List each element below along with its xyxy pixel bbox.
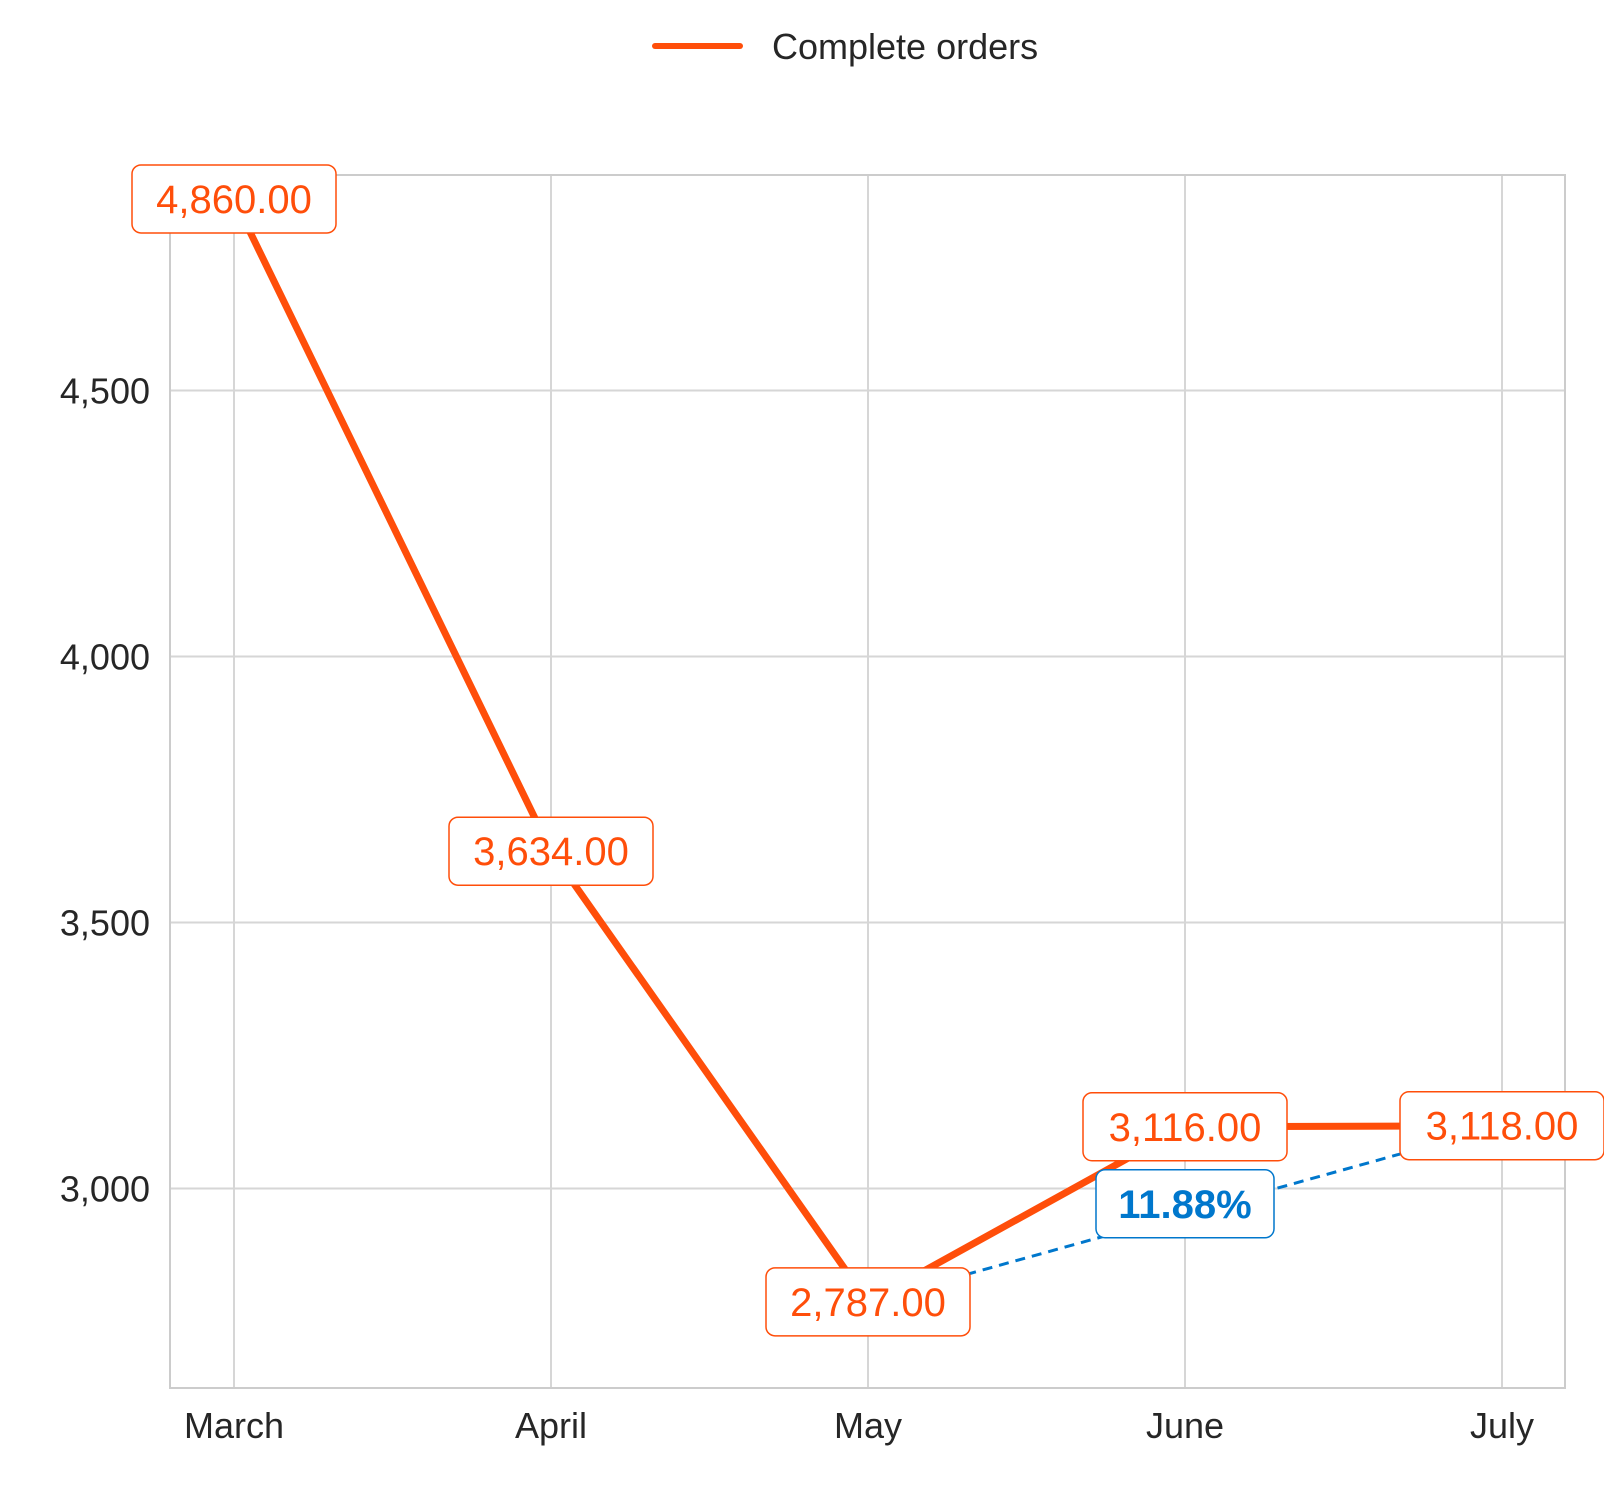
data-label-text: 3,118.00 [1426,1105,1579,1149]
plot-frame [169,174,1566,1389]
data-label-text: 3,116.00 [1109,1106,1262,1150]
x-tick-label: July [1470,1405,1534,1446]
trend-label-box [1095,1169,1275,1239]
data-label-text: 2,787.00 [790,1281,946,1325]
y-tick-label: 3,500 [60,902,150,943]
trend-label-text: 11.88% [1118,1183,1251,1227]
data-label: 3,116.00 [1082,1092,1288,1162]
x-tick-label: March [184,1405,284,1446]
data-label-box [448,816,654,886]
x-tick-label: May [834,1405,902,1446]
y-tick-label: 3,000 [60,1168,150,1209]
data-labels: 4,860.00 3,634.00 2,787.00 3,116.00 3,118.00… [131,164,1604,1337]
data-label-box [1399,1090,1604,1161]
y-tick-label: 4,500 [60,370,150,411]
gridlines [170,175,1565,1388]
x-axis-ticks: March April May June July [184,1405,1534,1446]
x-tick-label: April [515,1405,587,1446]
data-label: 3,634.00 [448,816,654,886]
data-label: 3,118.00 [1399,1090,1604,1161]
data-label-box [1082,1092,1288,1162]
data-label-box [131,164,337,234]
data-label: 2,787.00 [765,1267,971,1337]
data-label-text: 3,634.00 [473,830,629,874]
data-label: 4,860.00 [131,164,337,234]
legend: Complete orders [652,26,1038,67]
trend-label: 11.88% [1095,1169,1275,1239]
data-label-box [765,1267,971,1337]
y-tick-label: 4,000 [60,636,150,677]
x-tick-label: June [1146,1405,1224,1446]
y-axis-ticks: 3,000 3,500 4,000 4,500 [60,370,150,1209]
data-label-text: 4,860.00 [156,178,312,222]
legend-label: Complete orders [772,26,1038,67]
